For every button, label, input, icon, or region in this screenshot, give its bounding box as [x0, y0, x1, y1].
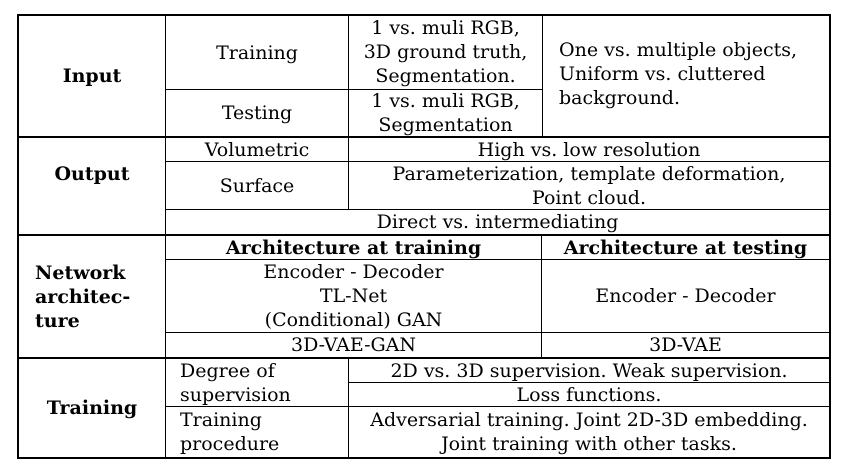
input-training-data: 1 vs. muli RGB, 3D ground truth, Segment… — [363, 16, 528, 87]
supervision-label: Degree of supervision — [180, 359, 291, 406]
input-training-label: Training — [216, 41, 298, 64]
output-surface-value: Parameterization, template deformation, … — [392, 162, 786, 209]
rule-output-bottom — [17, 234, 831, 236]
rule-input-col2 — [348, 14, 349, 137]
procedure-value: Adversarial training. Joint 2D-3D embedd… — [370, 409, 808, 455]
rule-input-col3 — [542, 14, 543, 137]
rule-network-header — [165, 259, 831, 260]
loss-value: Loss functions. — [516, 383, 662, 406]
arch-training-bottom: 3D-VAE-GAN — [290, 334, 417, 356]
rule-output-2 — [165, 209, 831, 210]
training-label: Training — [46, 397, 138, 419]
rule-input-mid — [165, 89, 542, 90]
rule-training-2 — [165, 406, 831, 407]
arch-training-header: Architecture at training — [225, 236, 482, 259]
arch-testing-bottom: 3D-VAE — [649, 334, 722, 356]
input-label: Input — [62, 65, 122, 87]
input-testing-data: 1 vs. muli RGB, Segmentation — [371, 90, 520, 136]
supervision-value: 2D vs. 3D supervision. Weak supervision. — [390, 359, 788, 382]
rule-network-bottom-row — [165, 332, 831, 333]
rule-right — [829, 14, 831, 459]
input-testing-label: Testing — [221, 102, 293, 124]
output-label: Output — [54, 163, 130, 185]
rule-network-bottom — [17, 357, 831, 359]
arch-training-items: Encoder - Decoder TL-Net (Conditional) G… — [263, 261, 444, 331]
rule-top — [17, 14, 831, 16]
output-surface-label: Surface — [219, 174, 295, 197]
output-volumetric-label: Volumetric — [204, 138, 310, 161]
rule-col1 — [165, 14, 166, 459]
rule-input-bottom — [17, 136, 831, 138]
input-objects: One vs. multiple objects, Uniform vs. cl… — [559, 39, 798, 109]
rule-output-col2 — [348, 136, 349, 210]
network-label: Network architec- ture — [35, 261, 131, 332]
arch-testing-header: Architecture at testing — [563, 236, 808, 259]
taxonomy-table: Input Training 1 vs. muli RGB, 3D ground… — [17, 14, 831, 459]
rule-bottom — [17, 457, 831, 459]
procedure-label: Training procedure — [180, 409, 280, 455]
output-direct: Direct vs. intermediating — [376, 211, 619, 233]
rule-left — [17, 14, 19, 459]
rule-training-col2 — [348, 357, 349, 458]
output-volumetric-value: High vs. low resolution — [477, 138, 701, 161]
arch-testing-item: Encoder - Decoder — [595, 285, 776, 307]
rule-network-split — [541, 234, 542, 358]
rule-training-1 — [348, 382, 831, 383]
rule-output-1 — [165, 161, 831, 162]
